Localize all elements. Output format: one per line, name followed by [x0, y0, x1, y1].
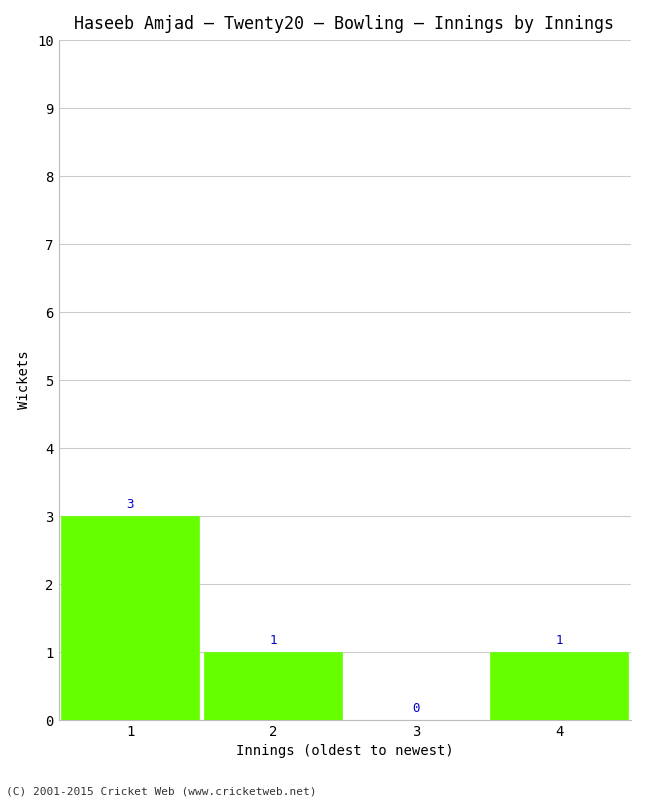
Text: 3: 3: [126, 498, 134, 510]
Text: 0: 0: [412, 702, 420, 714]
Y-axis label: Wickets: Wickets: [18, 350, 31, 410]
Bar: [489, 652, 629, 720]
X-axis label: Innings (oldest to newest): Innings (oldest to newest): [235, 745, 454, 758]
Text: 1: 1: [555, 634, 563, 646]
Bar: [203, 652, 343, 720]
Text: (C) 2001-2015 Cricket Web (www.cricketweb.net): (C) 2001-2015 Cricket Web (www.cricketwe…: [6, 786, 317, 796]
Text: 1: 1: [269, 634, 277, 646]
Bar: [60, 516, 200, 720]
Title: Haseeb Amjad – Twenty20 – Bowling – Innings by Innings: Haseeb Amjad – Twenty20 – Bowling – Inni…: [75, 15, 614, 33]
